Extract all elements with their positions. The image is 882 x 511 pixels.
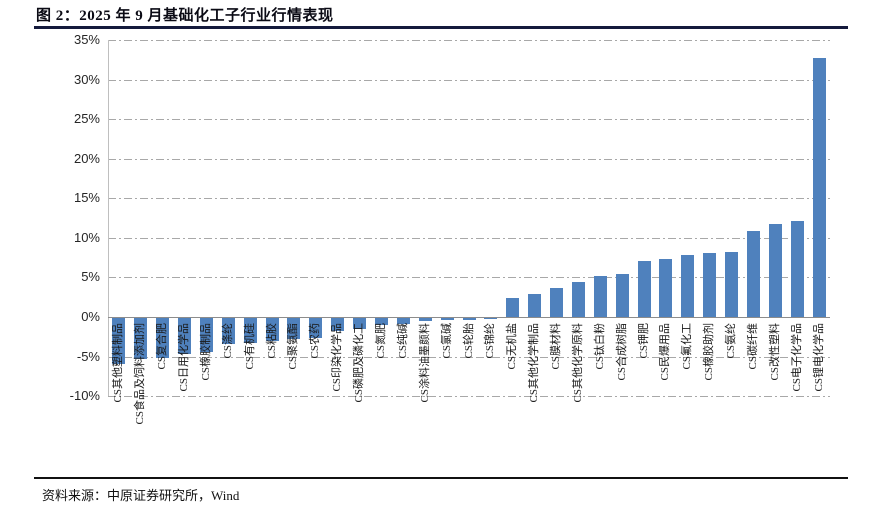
category-label: CS粘胶 bbox=[265, 323, 278, 359]
category-label: CS氯碱 bbox=[440, 323, 453, 359]
category-label: CS纯碱 bbox=[396, 323, 409, 359]
y-axis-line bbox=[108, 40, 109, 397]
category-label: CS氟化工 bbox=[681, 323, 694, 370]
bar bbox=[156, 318, 170, 358]
gridline bbox=[108, 40, 830, 42]
category-label: CS碳纤维 bbox=[746, 323, 759, 370]
bar bbox=[199, 318, 213, 352]
category-label: CS聚氨酯 bbox=[287, 323, 300, 370]
category-label: CS其他化学制品 bbox=[528, 323, 541, 403]
bar bbox=[462, 318, 476, 320]
bar bbox=[396, 318, 410, 324]
category-label: CS合成树脂 bbox=[615, 323, 628, 381]
category-label: CS涤纶 bbox=[221, 323, 234, 359]
category-label: CS农药 bbox=[309, 323, 322, 359]
category-label: CS印染化学品 bbox=[331, 323, 344, 392]
footer-divider bbox=[34, 477, 848, 479]
category-label: CS其他塑料制品 bbox=[112, 323, 125, 403]
title-divider bbox=[34, 26, 848, 29]
bar bbox=[221, 318, 235, 345]
bar bbox=[528, 294, 542, 317]
bar bbox=[768, 223, 782, 317]
gridline bbox=[108, 277, 830, 279]
category-label: CS氨纶 bbox=[725, 323, 738, 359]
gridline bbox=[108, 79, 830, 81]
y-axis-tick-label: 10% bbox=[73, 229, 100, 245]
bar bbox=[353, 318, 367, 330]
bar bbox=[790, 221, 804, 317]
bar bbox=[812, 57, 826, 317]
category-label: CS涂料油墨颜料 bbox=[418, 323, 431, 403]
bar bbox=[309, 318, 323, 338]
source-note: 资料来源：中原证券研究所，Wind bbox=[42, 488, 240, 503]
y-axis-tick-label: -10% bbox=[69, 388, 100, 404]
bar bbox=[506, 298, 520, 317]
x-axis-line bbox=[108, 317, 830, 318]
bar bbox=[374, 318, 388, 326]
gridline bbox=[108, 158, 830, 160]
category-label: CS橡胶制品 bbox=[199, 323, 212, 381]
y-axis-tick-label: 15% bbox=[73, 190, 100, 206]
gridline bbox=[108, 198, 830, 200]
category-label: CS改性塑料 bbox=[768, 323, 781, 381]
category-label: CS锦纶 bbox=[484, 323, 497, 359]
y-axis-tick-label: 0% bbox=[81, 309, 100, 324]
y-axis-tick-label: 35% bbox=[73, 32, 100, 48]
gridline bbox=[108, 237, 830, 239]
category-label: CS其他化学原料 bbox=[571, 323, 584, 403]
y-axis-tick-label: 5% bbox=[81, 269, 100, 285]
bar bbox=[746, 230, 760, 317]
bar bbox=[331, 318, 345, 332]
figure-title: 图 2：2025 年 9 月基础化工子行业行情表现 bbox=[36, 8, 334, 24]
bar bbox=[178, 318, 192, 355]
bar bbox=[134, 318, 148, 360]
bar bbox=[725, 252, 739, 317]
category-label: CS有机硅 bbox=[243, 323, 256, 370]
category-label: CS民爆用品 bbox=[659, 323, 672, 381]
bar bbox=[418, 318, 432, 322]
bar bbox=[593, 275, 607, 317]
category-label: CS轮胎 bbox=[462, 323, 475, 359]
bar bbox=[440, 318, 454, 321]
category-label: CS钛白粉 bbox=[593, 323, 606, 370]
category-label: CS钾肥 bbox=[637, 323, 650, 359]
category-label: CS日用化学品 bbox=[178, 323, 191, 392]
category-label: CS氮肥 bbox=[374, 323, 387, 359]
category-label: CS无机盐 bbox=[506, 323, 519, 370]
bar bbox=[703, 252, 717, 317]
bar bbox=[637, 260, 651, 317]
gridline bbox=[108, 356, 830, 358]
bar bbox=[287, 318, 301, 340]
category-label: CS橡胶助剂 bbox=[703, 323, 716, 381]
category-label: CS食品及饲料添加剂 bbox=[134, 323, 147, 425]
category-label: CS锂电化学品 bbox=[812, 323, 825, 392]
y-axis-tick-label: 20% bbox=[73, 150, 100, 166]
bar bbox=[615, 274, 629, 317]
bar bbox=[550, 287, 563, 317]
y-axis-tick-label: -5% bbox=[76, 348, 100, 364]
bar bbox=[265, 318, 279, 341]
gridline bbox=[108, 396, 830, 398]
category-label: CS磷肥及磷化工 bbox=[353, 323, 366, 403]
category-label: CS电子化学品 bbox=[790, 323, 803, 392]
gridline bbox=[108, 119, 830, 121]
y-axis-tick-label: 25% bbox=[73, 111, 100, 127]
y-axis-tick-label: 30% bbox=[73, 71, 100, 87]
bar bbox=[243, 318, 257, 344]
category-label: CS膜材料 bbox=[550, 323, 562, 370]
bar bbox=[571, 282, 585, 317]
bar bbox=[681, 255, 695, 317]
category-label: CS复合肥 bbox=[156, 323, 169, 370]
bar bbox=[484, 318, 498, 319]
bar bbox=[659, 259, 673, 317]
bar bbox=[112, 318, 126, 364]
